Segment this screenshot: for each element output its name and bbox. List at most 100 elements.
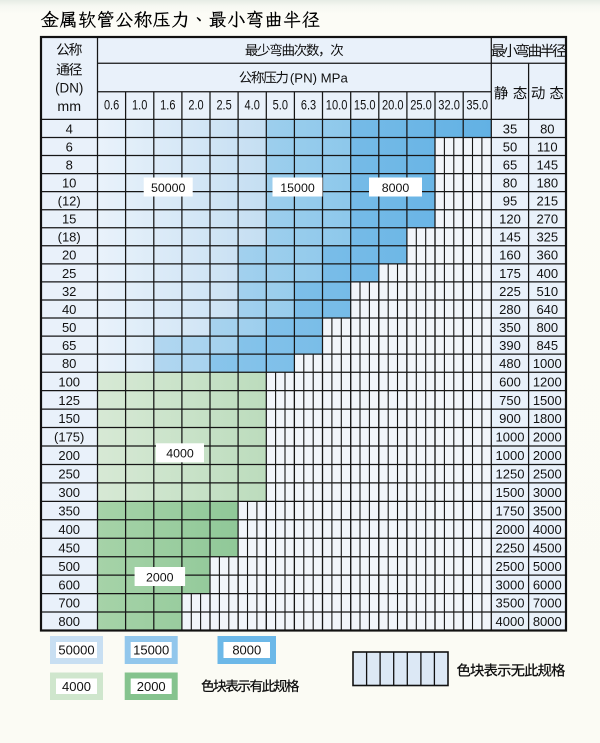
svg-text:15: 15 [62, 212, 76, 227]
svg-text:2.5: 2.5 [216, 98, 231, 113]
svg-text:175: 175 [499, 266, 521, 281]
svg-text:10.0: 10.0 [326, 98, 348, 113]
svg-text:6000: 6000 [533, 577, 562, 592]
svg-text:50: 50 [503, 139, 517, 154]
svg-text:2.0: 2.0 [188, 98, 203, 113]
svg-text:600: 600 [499, 374, 521, 389]
svg-text:(175): (175) [54, 430, 84, 445]
svg-text:35: 35 [503, 121, 517, 136]
svg-text:450: 450 [58, 540, 80, 555]
svg-text:50: 50 [62, 320, 76, 335]
svg-text:225: 225 [499, 284, 521, 299]
svg-text:(DN): (DN) [55, 80, 83, 95]
svg-text:4000: 4000 [496, 614, 525, 629]
svg-text:95: 95 [503, 194, 517, 209]
svg-text:280: 280 [499, 302, 521, 317]
svg-text:145: 145 [536, 157, 558, 172]
svg-text:160: 160 [499, 248, 521, 263]
svg-text:25.0: 25.0 [410, 98, 432, 113]
svg-text:5000: 5000 [533, 559, 562, 574]
svg-text:65: 65 [503, 157, 517, 172]
svg-text:20.0: 20.0 [382, 98, 404, 113]
svg-text:25: 25 [62, 266, 76, 281]
svg-text:400: 400 [536, 266, 558, 281]
svg-text:1250: 1250 [496, 467, 525, 482]
svg-text:120: 120 [499, 212, 521, 227]
svg-text:500: 500 [58, 559, 80, 574]
svg-text:32.0: 32.0 [438, 98, 460, 113]
svg-text:32: 32 [62, 284, 76, 299]
svg-text:1.6: 1.6 [160, 98, 175, 113]
svg-text:6: 6 [66, 139, 73, 154]
svg-text:250: 250 [58, 467, 80, 482]
svg-text:480: 480 [499, 356, 521, 371]
svg-text:125: 125 [58, 393, 80, 408]
svg-text:65: 65 [62, 338, 76, 353]
svg-text:1500: 1500 [533, 393, 562, 408]
svg-text:700: 700 [58, 596, 80, 611]
svg-text:5.0: 5.0 [273, 98, 288, 113]
svg-text:100: 100 [58, 374, 80, 389]
svg-text:3500: 3500 [533, 504, 562, 519]
svg-text:1000: 1000 [496, 448, 525, 463]
svg-text:600: 600 [58, 577, 80, 592]
svg-text:8000: 8000 [232, 643, 261, 658]
svg-text:750: 750 [499, 393, 521, 408]
svg-text:845: 845 [536, 338, 558, 353]
svg-text:4: 4 [66, 121, 73, 136]
svg-text:400: 400 [58, 522, 80, 537]
svg-text:6.3: 6.3 [301, 98, 316, 113]
svg-text:4000: 4000 [533, 522, 562, 537]
svg-text:900: 900 [499, 411, 521, 426]
svg-text:1000: 1000 [533, 356, 562, 371]
svg-text:2000: 2000 [533, 448, 562, 463]
svg-text:3500: 3500 [496, 596, 525, 611]
svg-text:800: 800 [536, 320, 558, 335]
svg-text:4000: 4000 [166, 447, 194, 461]
svg-text:1800: 1800 [533, 411, 562, 426]
svg-text:80: 80 [503, 176, 517, 191]
svg-text:640: 640 [536, 302, 558, 317]
svg-text:4.0: 4.0 [245, 98, 260, 113]
svg-text:80: 80 [540, 121, 554, 136]
svg-text:270: 270 [536, 212, 558, 227]
svg-text:215: 215 [536, 194, 558, 209]
svg-text:80: 80 [62, 356, 76, 371]
svg-text:mm: mm [57, 99, 81, 115]
svg-text:510: 510 [536, 284, 558, 299]
svg-text:150: 150 [58, 411, 80, 426]
svg-text:2000: 2000 [496, 522, 525, 537]
svg-text:1200: 1200 [533, 374, 562, 389]
svg-text:2000: 2000 [146, 570, 174, 584]
svg-text:4000: 4000 [62, 679, 91, 694]
svg-text:1750: 1750 [496, 504, 525, 519]
svg-text:390: 390 [499, 338, 521, 353]
svg-text:1500: 1500 [496, 485, 525, 500]
svg-text:350: 350 [499, 320, 521, 335]
svg-text:8: 8 [66, 157, 73, 172]
svg-text:1000: 1000 [496, 430, 525, 445]
svg-text:(18): (18) [58, 230, 81, 245]
svg-text:2000: 2000 [533, 430, 562, 445]
svg-text:145: 145 [499, 230, 521, 245]
svg-text:8000: 8000 [533, 614, 562, 629]
svg-text:(12): (12) [58, 194, 81, 209]
svg-text:110: 110 [537, 139, 558, 154]
svg-text:325: 325 [536, 230, 558, 245]
svg-text:800: 800 [58, 614, 80, 629]
svg-text:350: 350 [58, 504, 80, 519]
svg-text:0.6: 0.6 [104, 98, 119, 113]
svg-text:3000: 3000 [496, 577, 525, 592]
svg-text:2500: 2500 [496, 559, 525, 574]
svg-text:15.0: 15.0 [354, 98, 376, 113]
svg-text:20: 20 [62, 248, 76, 263]
svg-text:40: 40 [62, 302, 76, 317]
svg-text:2000: 2000 [137, 679, 166, 694]
svg-text:1.0: 1.0 [132, 98, 147, 113]
svg-text:35.0: 35.0 [466, 98, 488, 113]
svg-text:2250: 2250 [496, 540, 525, 555]
svg-text:7000: 7000 [533, 596, 562, 611]
svg-text:3000: 3000 [533, 485, 562, 500]
svg-text:15000: 15000 [133, 643, 169, 658]
svg-text:180: 180 [536, 176, 558, 191]
